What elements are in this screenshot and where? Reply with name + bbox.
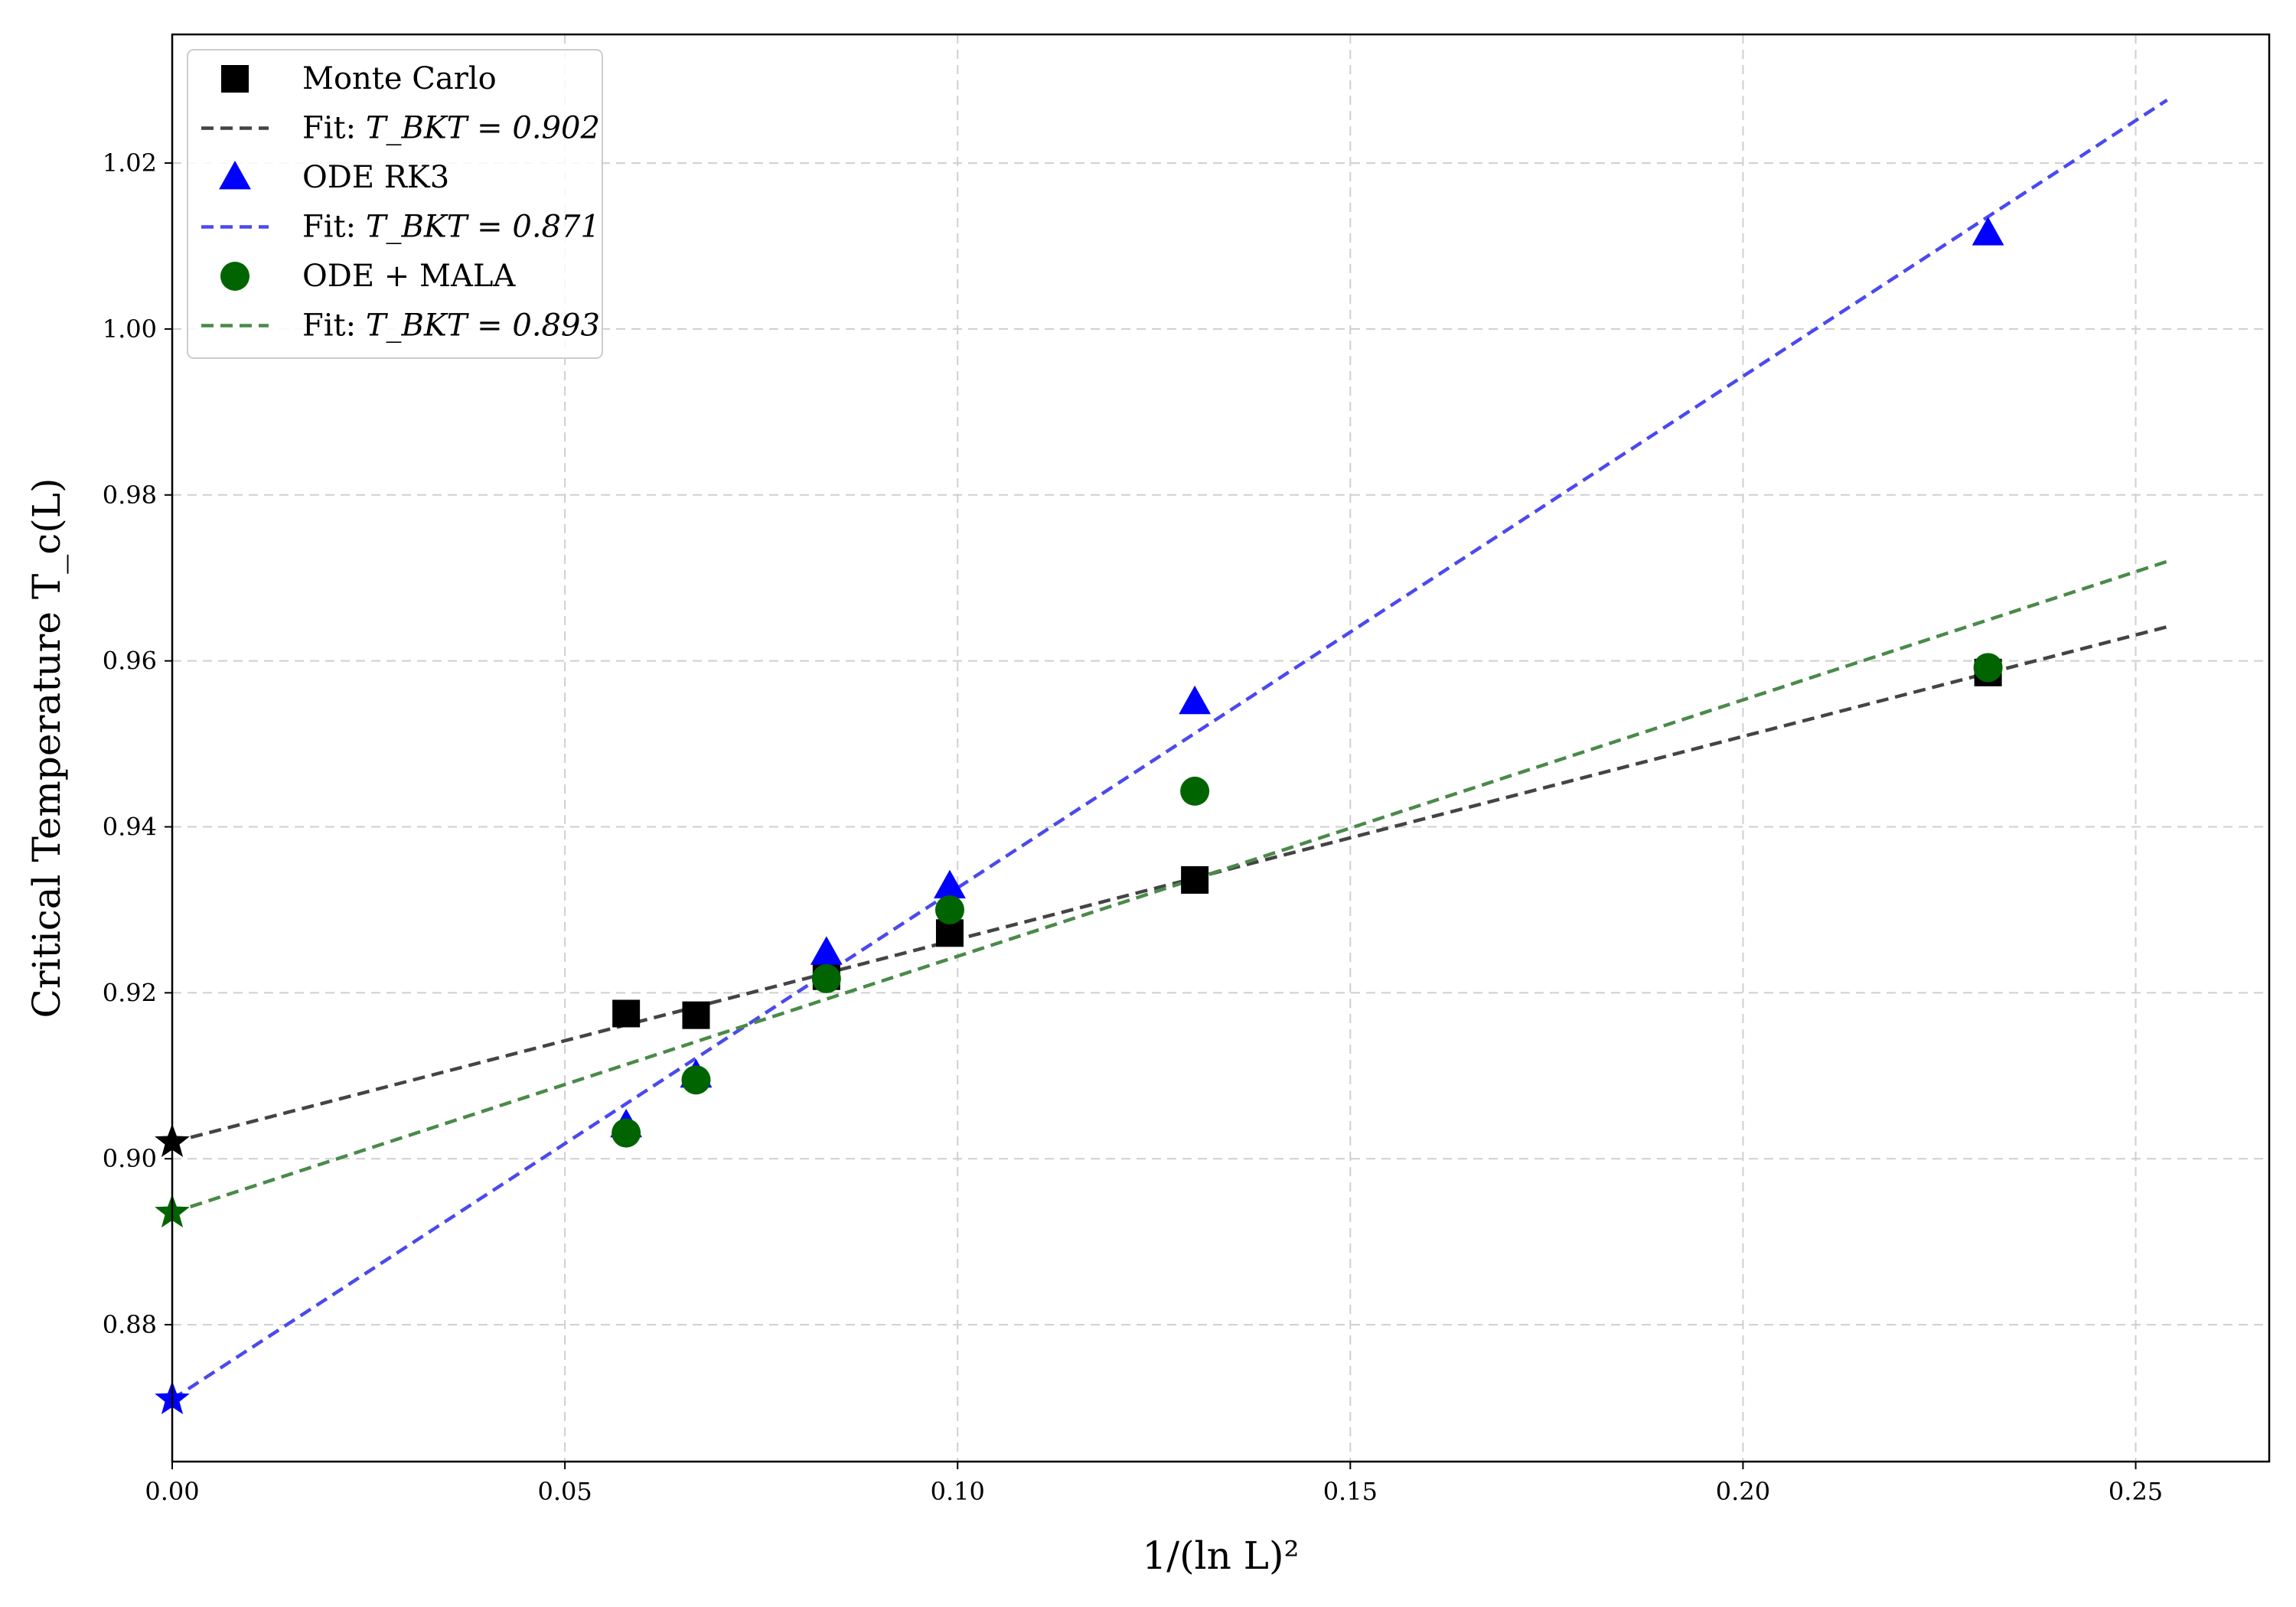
fit-line [171, 624, 2168, 1144]
grid-layer [171, 34, 2269, 1462]
ode-mala-point [811, 963, 841, 993]
y-axis-label: Critical Temperature T_c(L) [24, 478, 69, 1019]
legend-marker [219, 161, 251, 190]
legend-entry-label: ODE RK3 [302, 160, 449, 195]
legend-fit-prefix: Fit: [302, 111, 366, 146]
axis-ticks: 0.00 0.05 0.10 0.15 0.20 0.25 0.88 0.90 0.92 0.94… [103, 148, 2163, 1506]
x-tick-label: 0.10 [931, 1477, 985, 1506]
legend-box [187, 49, 603, 359]
legend-entry-label: ODE + MALA [302, 259, 516, 294]
x-axis-label: 1/(ln L)² [1142, 1534, 1299, 1578]
legend-fit-value: T_BKT = 0.902 [366, 111, 600, 146]
legend-fit-prefix: Fit: [302, 308, 366, 344]
fit-line [171, 559, 2168, 1214]
y-tick-label: 1.02 [103, 148, 157, 178]
legend-marker [221, 65, 249, 93]
fit-lines [171, 98, 2168, 1401]
data-points [155, 217, 2004, 1415]
legend-entry-label: Fit: T_BKT = 0.893 [302, 308, 600, 344]
legend-entry-label: Fit: T_BKT = 0.902 [302, 111, 600, 146]
ode-mala-point [681, 1065, 711, 1095]
ode-mala-point [1973, 653, 2003, 683]
y-tick-label: 0.90 [103, 1144, 157, 1173]
legend-entry-label: Fit: T_BKT = 0.871 [302, 210, 600, 245]
y-tick-label: 0.88 [103, 1310, 157, 1339]
legend-fit-prefix: Fit: [302, 210, 366, 245]
y-tick-label: 0.96 [103, 647, 157, 676]
legend-marker [220, 262, 249, 291]
plot-frame [171, 33, 2271, 1463]
x-tick-label: 0.15 [1323, 1477, 1378, 1506]
x-tick-label: 0.25 [2108, 1477, 2163, 1506]
legend-entry-label: Monte Carlo [302, 61, 497, 96]
y-tick-label: 1.00 [103, 315, 157, 344]
legend: Monte Carlo Fit: T_BKT = 0.902 ODE RK3 Fit:… [187, 49, 603, 359]
x-tick-label: 0.05 [537, 1477, 592, 1506]
x-tick-label: 0.20 [1716, 1477, 1770, 1506]
y-tick-label: 0.98 [103, 481, 157, 510]
ode-rk3-point [1971, 217, 2004, 246]
ode-mala-point [1180, 776, 1210, 806]
ode-mala-point [612, 1118, 641, 1148]
fit-line [171, 98, 2168, 1401]
ode-rk3-point [934, 869, 966, 898]
monte-carlo-point [1181, 865, 1209, 894]
y-tick-label: 0.92 [103, 978, 157, 1007]
legend-fit-value: T_BKT = 0.893 [366, 308, 600, 344]
legend-fit-value: T_BKT = 0.871 [366, 210, 600, 245]
monte-carlo-point [612, 999, 641, 1028]
ode-rk3-point [1179, 685, 1212, 715]
x-tick-label: 0.00 [145, 1477, 199, 1506]
monte-carlo-point [682, 1001, 710, 1029]
y-tick-label: 0.94 [103, 813, 157, 842]
ode-rk3-point [810, 936, 843, 965]
ode-mala-point [934, 895, 964, 924]
